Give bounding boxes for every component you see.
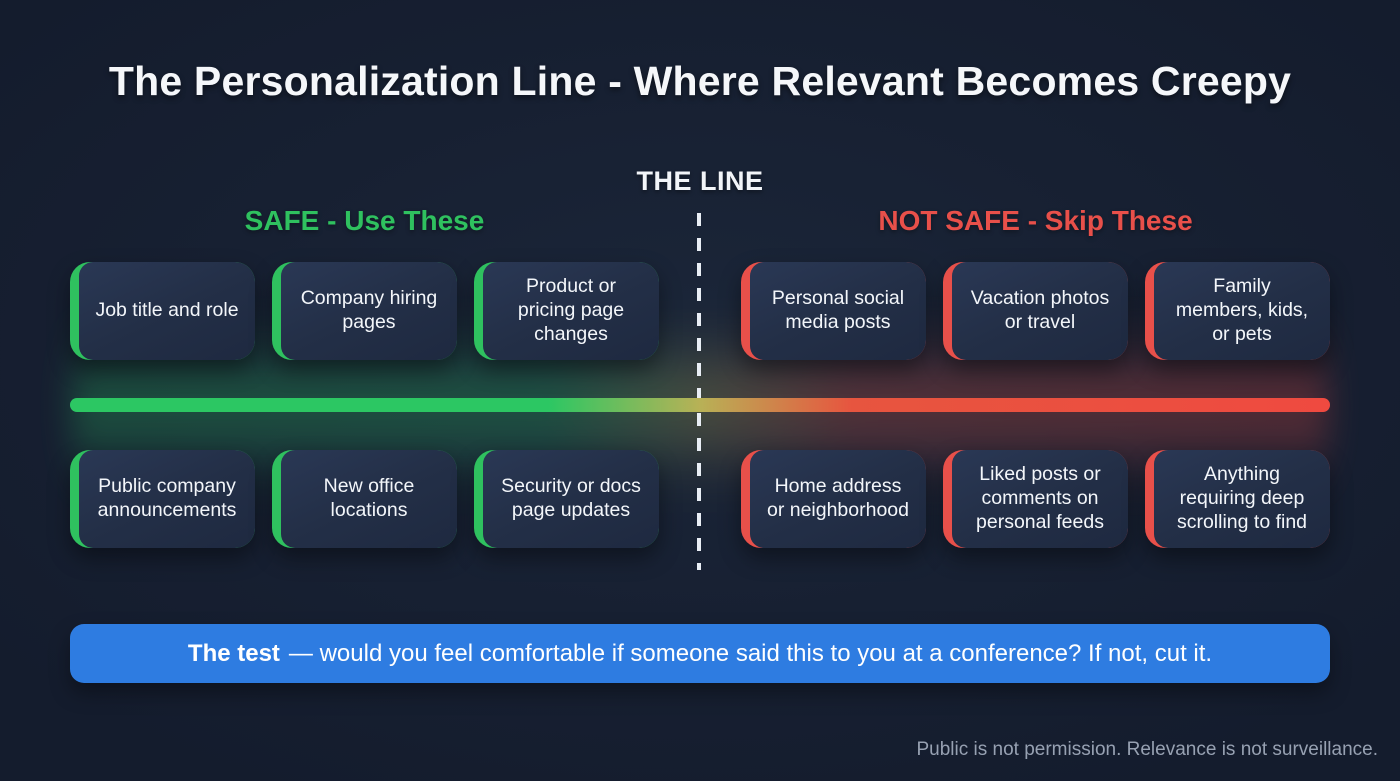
not-safe-card: Home address or neighborhood [741,450,926,548]
card-label: New office locations [281,450,457,548]
safe-bottom-row: Public company announcements New office … [70,450,659,548]
card-label: Public company announcements [79,450,255,548]
not-safe-top-row: Personal social media posts Vacation pho… [741,262,1330,360]
safe-card: Public company announcements [70,450,255,548]
card-label: Vacation photos or travel [952,262,1128,360]
card-label: Company hiring pages [281,262,457,360]
banner-text: — would you feel comfortable if someone … [288,639,1213,667]
safe-card: Security or docs page updates [474,450,659,548]
banner-bold-text: The test [187,639,280,667]
safe-card: Product or pricing page changes [474,262,659,360]
not-safe-card: Personal social media posts [741,262,926,360]
not-safe-card: Family members, kids, or pets [1145,262,1330,360]
footer-note: Public is not permission. Relevance is n… [916,739,1379,760]
card-label: Home address or neighborhood [750,450,926,548]
card-label: Job title and role [79,262,255,360]
card-label: Product or pricing page changes [483,262,659,360]
card-label: Family members, kids, or pets [1154,262,1330,360]
dashed-divider-line [697,213,701,570]
safe-card: Company hiring pages [272,262,457,360]
card-label: Anything requiring deep scrolling to fin… [1154,450,1330,548]
card-label: Security or docs page updates [483,450,659,548]
not-safe-card: Vacation photos or travel [943,262,1128,360]
safe-card: Job title and role [70,262,255,360]
not-safe-card: Liked posts or comments on personal feed… [943,450,1128,548]
not-safe-card: Anything requiring deep scrolling to fin… [1145,450,1330,548]
not-safe-bottom-row: Home address or neighborhood Liked posts… [741,450,1330,548]
gradient-line [70,398,1330,412]
card-label: Liked posts or comments on personal feed… [952,450,1128,548]
card-label: Personal social media posts [750,262,926,360]
divider-label: THE LINE [636,166,764,196]
safe-column-header: SAFE - Use These [244,205,485,236]
safe-top-row: Job title and role Company hiring pages … [70,262,659,360]
page-title: The Personalization Line - Where Relevan… [108,58,1292,104]
safe-card: New office locations [272,450,457,548]
not-safe-column-header: NOT SAFE - Skip These [878,205,1193,236]
test-banner: The test — would you feel comfortable if… [70,624,1330,683]
